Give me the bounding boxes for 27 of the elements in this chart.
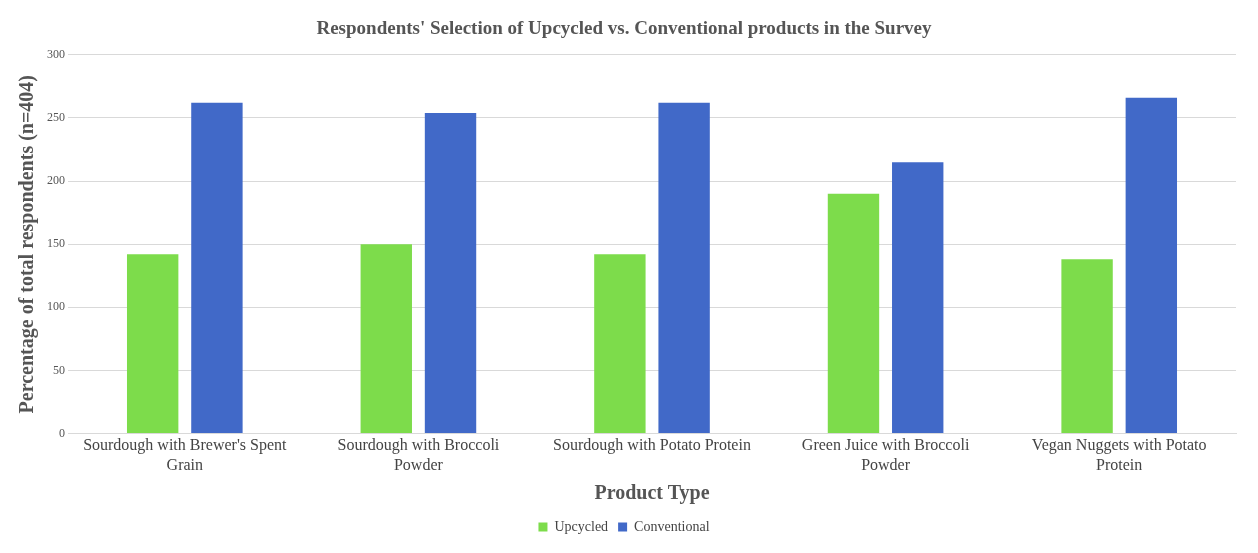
- x-tick-label: Vegan Nuggets with Potato Protein: [1031, 436, 1207, 473]
- bar: [594, 254, 646, 434]
- y-tick-label: 200: [47, 173, 65, 188]
- bar: [658, 102, 710, 434]
- y-tick-label: 50: [53, 362, 65, 377]
- y-tick-label: 100: [47, 299, 65, 314]
- bar: [1125, 97, 1178, 434]
- bar: [827, 193, 880, 434]
- y-tick-label: 0: [59, 425, 65, 440]
- y-tick-label: 250: [47, 110, 65, 125]
- bar: [126, 254, 179, 434]
- x-tick-label: Sourdough with Potato Protein: [553, 436, 751, 455]
- y-tick-label: 300: [47, 46, 65, 61]
- y-axis-title: Percentage of total respondents (n=404): [15, 75, 39, 414]
- bar: [892, 162, 944, 434]
- legend-label: Upcycled: [554, 518, 609, 534]
- chart-title: Respondents' Selection of Upcycled vs. Conventional products in the Survey: [316, 17, 933, 39]
- bar: [424, 112, 477, 434]
- x-tick-label: Sourdough with Brewer's Spent Grain: [83, 436, 288, 473]
- bar: [191, 102, 243, 434]
- x-tick-label: Sourdough with Broccoli Powder: [337, 436, 500, 473]
- bar: [1061, 259, 1113, 434]
- x-axis-title: Product Type: [594, 481, 710, 505]
- legend-label: Conventional: [634, 518, 710, 534]
- bar: [360, 244, 412, 434]
- y-tick-label: 150: [47, 236, 65, 251]
- x-tick-label: Green Juice with Broccoli Powder: [801, 436, 970, 473]
